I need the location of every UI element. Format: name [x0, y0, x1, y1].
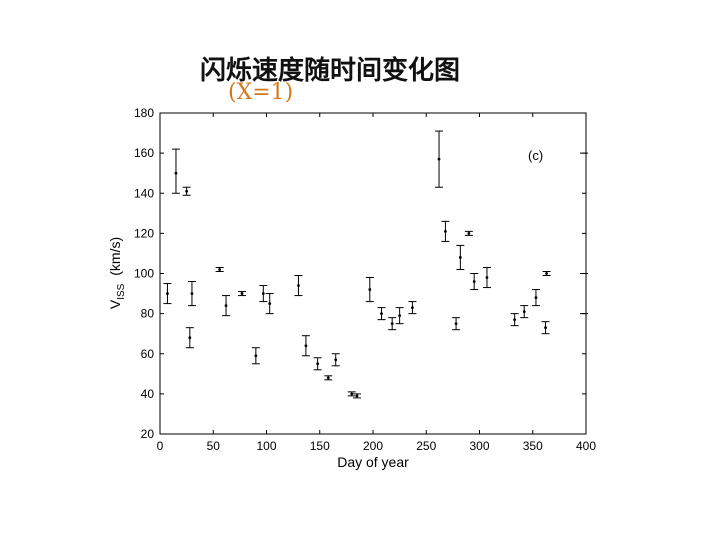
- data-point: [544, 326, 547, 330]
- data-point: [334, 358, 338, 362]
- data-point: [458, 256, 462, 259]
- y-tick-label: 60: [141, 347, 155, 361]
- data-point: [316, 362, 320, 366]
- y-axis-label-sub: ISS: [116, 283, 127, 299]
- x-tick-label: 300: [469, 439, 489, 453]
- y-tick-label: 160: [134, 146, 154, 160]
- data-point: [513, 318, 517, 322]
- data-point: [254, 354, 258, 358]
- x-tick-label: 350: [523, 439, 543, 453]
- y-axis-label-unit: (km/s): [107, 237, 123, 280]
- data-point: [350, 392, 354, 396]
- data-point: [411, 306, 414, 310]
- y-tick-label: 180: [134, 106, 154, 120]
- data-point: [454, 322, 458, 326]
- x-tick-label: 0: [157, 439, 164, 453]
- data-point: [485, 276, 489, 279]
- data-point: [297, 284, 300, 287]
- data-point: [472, 280, 476, 283]
- data-point: [240, 292, 244, 295]
- data-point: [437, 157, 441, 161]
- data-point: [467, 231, 471, 235]
- data-point: [174, 171, 178, 175]
- y-tick-label: 120: [134, 226, 154, 240]
- data-point: [224, 304, 228, 307]
- x-tick-label: 250: [416, 439, 436, 453]
- x-axis-label: Day of year: [337, 454, 409, 470]
- y-tick-label: 100: [134, 267, 154, 281]
- data-point: [218, 268, 222, 271]
- data-point: [368, 288, 372, 291]
- y-tick-label: 20: [141, 427, 155, 441]
- data-point: [398, 314, 402, 318]
- data-point: [380, 312, 383, 316]
- data-point: [261, 292, 265, 295]
- data-point: [390, 322, 394, 326]
- slide-title: 闪烁速度随时间变化图: [200, 56, 461, 86]
- data-point: [190, 292, 194, 295]
- x-tick-label: 400: [576, 439, 596, 453]
- y-axis-label: VISS (km/s): [107, 237, 127, 309]
- data-point: [534, 296, 538, 299]
- svg-text:VISS (km/s): VISS (km/s): [107, 237, 127, 309]
- y-axis-label-main: V: [107, 299, 123, 309]
- data-point: [166, 292, 169, 295]
- x-tick-label: 50: [207, 439, 221, 453]
- slide-subtitle: (X=1): [228, 80, 294, 105]
- y-tick-label: 80: [141, 307, 155, 321]
- y-tick-label: 40: [141, 387, 155, 401]
- data-point: [304, 344, 308, 348]
- x-tick-label: 150: [310, 439, 330, 453]
- data-point: [268, 302, 272, 305]
- panel-label: (c): [528, 148, 543, 163]
- data-point: [355, 394, 359, 398]
- y-tick-label: 140: [134, 186, 154, 200]
- data-point: [545, 272, 548, 275]
- plot-frame: [159, 112, 587, 435]
- data-point: [185, 189, 189, 193]
- x-tick-label: 200: [363, 439, 383, 453]
- data-point: [522, 310, 526, 314]
- data-point: [326, 376, 330, 380]
- data-point: [188, 336, 192, 340]
- data-point: [444, 229, 447, 233]
- x-tick-label: 100: [256, 439, 276, 453]
